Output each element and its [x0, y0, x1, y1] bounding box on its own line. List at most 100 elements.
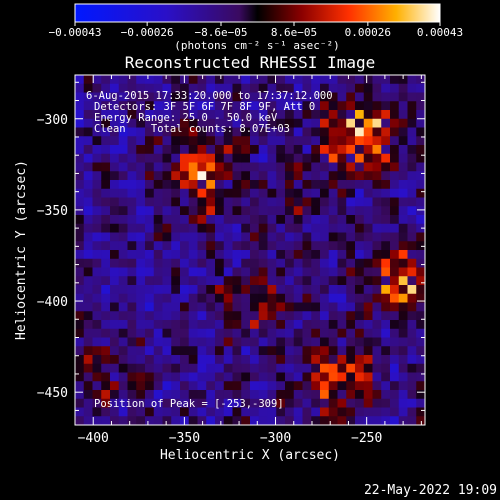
- heatmap-cell: [398, 127, 408, 137]
- heatmap-cell: [267, 92, 277, 102]
- heatmap-cell: [180, 153, 190, 163]
- heatmap-cell: [180, 145, 190, 155]
- heatmap-cell: [162, 267, 172, 277]
- heatmap-cell: [320, 293, 330, 303]
- heatmap-cell: [302, 153, 312, 163]
- heatmap-cell: [416, 293, 425, 303]
- heatmap-cell: [302, 398, 312, 408]
- heatmap-cell: [241, 206, 251, 216]
- heatmap-cell: [110, 223, 120, 233]
- heatmap-cell: [328, 328, 338, 338]
- heatmap-cell: [328, 223, 338, 233]
- y-tick-label: −300: [37, 113, 68, 128]
- heatmap-cell: [197, 320, 207, 330]
- heatmap-cell: [302, 188, 312, 198]
- heatmap-cell: [110, 346, 120, 356]
- heatmap-cell: [241, 223, 251, 233]
- heatmap-cell: [75, 285, 85, 295]
- heatmap-cell: [241, 180, 251, 190]
- heatmap-cell: [101, 398, 111, 408]
- heatmap-cell: [267, 110, 277, 120]
- heatmap-cell: [197, 215, 207, 225]
- heatmap-cell: [223, 311, 233, 321]
- heatmap-cell: [127, 162, 137, 172]
- heatmap-cell: [267, 267, 277, 277]
- heatmap-cell: [223, 346, 233, 356]
- heatmap-cell: [188, 311, 198, 321]
- heatmap-cell: [390, 381, 400, 391]
- heatmap-cell: [363, 311, 373, 321]
- heatmap-cell: [311, 197, 321, 207]
- annotations: 6-Aug-2015 17:33:20.000 to 17:37:12.000 …: [86, 90, 333, 410]
- heatmap-cell: [83, 320, 93, 330]
- heatmap-cell: [83, 258, 93, 268]
- heatmap-cell: [302, 197, 312, 207]
- heatmap-cell: [232, 188, 242, 198]
- heatmap-cell: [250, 293, 260, 303]
- heatmap-cell: [355, 293, 365, 303]
- colorbar: −0.00043 −0.00026 −8.6e−05 8.6e−05 0.00026 0.…: [49, 3, 463, 52]
- heatmap-cell: [258, 101, 268, 111]
- heatmap-cell: [83, 372, 93, 382]
- heatmap-cell: [363, 162, 373, 172]
- heatmap-cell: [293, 267, 303, 277]
- heatmap-cell: [171, 416, 181, 425]
- heatmap-cell: [223, 293, 233, 303]
- heatmap-cell: [127, 407, 137, 417]
- heatmap-cell: [206, 285, 216, 295]
- heatmap-cell: [363, 92, 373, 102]
- heatmap-cell: [276, 407, 286, 417]
- heatmap-cell: [180, 250, 190, 260]
- heatmap-cell: [416, 285, 425, 295]
- heatmap-cell: [162, 197, 172, 207]
- heatmap-cell: [328, 127, 338, 137]
- heatmap-cell: [258, 381, 268, 391]
- heatmap-cell: [232, 320, 242, 330]
- heatmap-cell: [232, 215, 242, 225]
- heatmap-cell: [153, 372, 163, 382]
- heatmap-cell: [258, 241, 268, 251]
- heatmap-cell: [101, 118, 111, 128]
- heatmap-cell: [180, 346, 190, 356]
- heatmap-cell: [363, 416, 373, 425]
- heatmap-cell: [92, 355, 102, 365]
- heatmap-cell: [118, 416, 128, 425]
- heatmap-cell: [215, 92, 225, 102]
- heatmap-cell: [101, 302, 111, 312]
- heatmap-cell: [153, 197, 163, 207]
- heatmap-cell: [162, 180, 172, 190]
- heatmap-cell: [223, 328, 233, 338]
- heatmap-cell: [101, 206, 111, 216]
- heatmap-cell: [118, 398, 128, 408]
- heatmap-cell: [407, 206, 417, 216]
- heatmap-cell: [416, 398, 425, 408]
- heatmap-cell: [311, 101, 321, 111]
- heatmap-cell: [118, 215, 128, 225]
- heatmap-cell: [75, 407, 85, 417]
- heatmap-cell: [372, 372, 382, 382]
- heatmap-cell: [101, 407, 111, 417]
- heatmap-cell: [162, 241, 172, 251]
- heatmap-cell: [381, 180, 391, 190]
- heatmap-cell: [346, 197, 356, 207]
- heatmap-cell: [232, 346, 242, 356]
- heatmap-cell: [110, 407, 120, 417]
- heatmap-cell: [206, 390, 216, 400]
- heatmap-cell: [407, 118, 417, 128]
- heatmap-cell: [311, 215, 321, 225]
- heatmap-cell: [180, 276, 190, 286]
- heatmap-cell: [363, 390, 373, 400]
- heatmap-cell: [407, 180, 417, 190]
- heatmap-cell: [92, 188, 102, 198]
- heatmap-cell: [136, 311, 146, 321]
- heatmap-cell: [311, 206, 321, 216]
- heatmap-cell: [101, 136, 111, 146]
- heatmap-cell: [145, 293, 155, 303]
- heatmap-cell: [180, 381, 190, 391]
- heatmap-cell: [101, 355, 111, 365]
- heatmap-cell: [302, 206, 312, 216]
- heatmap-cell: [145, 145, 155, 155]
- heatmap-cell: [328, 83, 338, 93]
- heatmap-cell: [153, 390, 163, 400]
- heatmap-cell: [153, 92, 163, 102]
